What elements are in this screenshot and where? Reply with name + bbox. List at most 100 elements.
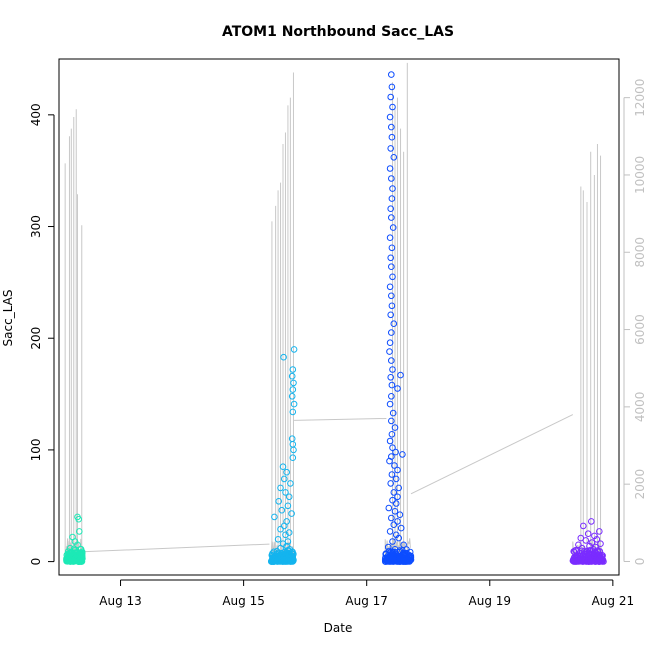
data-point (593, 536, 601, 543)
data-point (394, 493, 401, 501)
data-point (584, 530, 592, 538)
data-point (387, 205, 395, 212)
y2-tick-label: 12000 (633, 79, 647, 117)
data-point (399, 558, 407, 565)
data-point (570, 548, 578, 555)
data-point (388, 292, 395, 300)
data-point (275, 498, 283, 505)
line-bridge (294, 417, 387, 421)
y-tick-label: 0 (29, 558, 43, 566)
data-point (389, 496, 396, 504)
data-point (288, 393, 296, 400)
data-point (394, 518, 401, 525)
data-point (387, 374, 395, 381)
data-point (392, 448, 399, 456)
data-point (386, 339, 394, 347)
data-point (387, 93, 395, 101)
data-point (388, 329, 395, 336)
data-point (277, 544, 284, 552)
data-point (390, 489, 398, 496)
scatter-point-layer (63, 71, 607, 565)
data-point (387, 254, 395, 262)
data-point (277, 484, 284, 492)
data-point (388, 302, 396, 310)
data-point (399, 451, 406, 458)
data-point (594, 547, 602, 554)
data-point (391, 552, 399, 560)
data-point (286, 555, 293, 563)
data-point (68, 556, 76, 564)
data-point (395, 484, 403, 492)
data-point (388, 195, 396, 202)
data-point (287, 480, 294, 487)
data-point (389, 103, 396, 111)
data-point (272, 557, 279, 564)
data-point (277, 525, 284, 533)
data-point (290, 400, 298, 408)
data-point (285, 493, 293, 501)
data-point (280, 475, 288, 483)
y2-tick-label: 4000 (633, 392, 647, 423)
data-point (387, 311, 395, 319)
data-point (279, 553, 286, 560)
data-point (77, 546, 84, 553)
data-point (388, 357, 395, 364)
data-point (388, 71, 395, 78)
data-point (582, 537, 590, 544)
data-point (397, 524, 405, 532)
data-point (394, 385, 401, 392)
data-point (395, 534, 403, 542)
data-point (72, 549, 80, 557)
data-point (282, 531, 289, 539)
data-point (391, 424, 399, 431)
data-point (280, 522, 288, 530)
data-point (274, 536, 282, 543)
data-point (394, 466, 401, 474)
data-point (389, 224, 397, 231)
x-tick-label: Aug 19 (469, 594, 512, 608)
data-point (389, 444, 396, 452)
data-point (388, 244, 396, 252)
data-point (392, 475, 400, 483)
data-point (387, 145, 395, 152)
data-point (388, 175, 395, 182)
data-point (578, 544, 586, 552)
x-tick-label: Aug 17 (345, 594, 388, 608)
data-point (397, 558, 404, 565)
data-point (600, 558, 607, 565)
data-point (289, 386, 297, 393)
y2-tick-label: 10000 (633, 156, 647, 194)
x-tick-label: Aug 15 (222, 594, 265, 608)
data-point (279, 463, 287, 471)
data-point (396, 511, 404, 519)
data-point (580, 522, 587, 530)
line-bridge (82, 543, 270, 553)
data-point (386, 165, 394, 172)
y2-tick-label: 8000 (633, 237, 647, 268)
data-point (278, 506, 286, 514)
data-point (588, 518, 595, 525)
data-point (64, 555, 72, 562)
data-point (391, 462, 398, 469)
data-point (589, 546, 597, 553)
axis-layer: Aug 13 Aug 15 Aug 17 Aug 19 Aug 21 0 100 200 300… (29, 79, 647, 608)
data-point (385, 504, 393, 512)
data-point (577, 555, 585, 563)
data-point (386, 283, 394, 291)
data-point (289, 408, 297, 416)
data-point (597, 540, 604, 548)
data-point (390, 154, 398, 161)
data-point (388, 214, 395, 221)
data-point (385, 554, 393, 562)
data-point (386, 400, 394, 408)
data-point (284, 502, 292, 510)
data-point (281, 556, 288, 564)
data-point (389, 185, 396, 192)
y-axis-label: Sacc_LAS (1, 290, 15, 347)
data-point (388, 83, 396, 91)
data-point (386, 437, 394, 445)
data-point (388, 471, 396, 478)
data-point (388, 431, 396, 438)
data-point (390, 521, 398, 529)
line-bridge (410, 414, 574, 495)
